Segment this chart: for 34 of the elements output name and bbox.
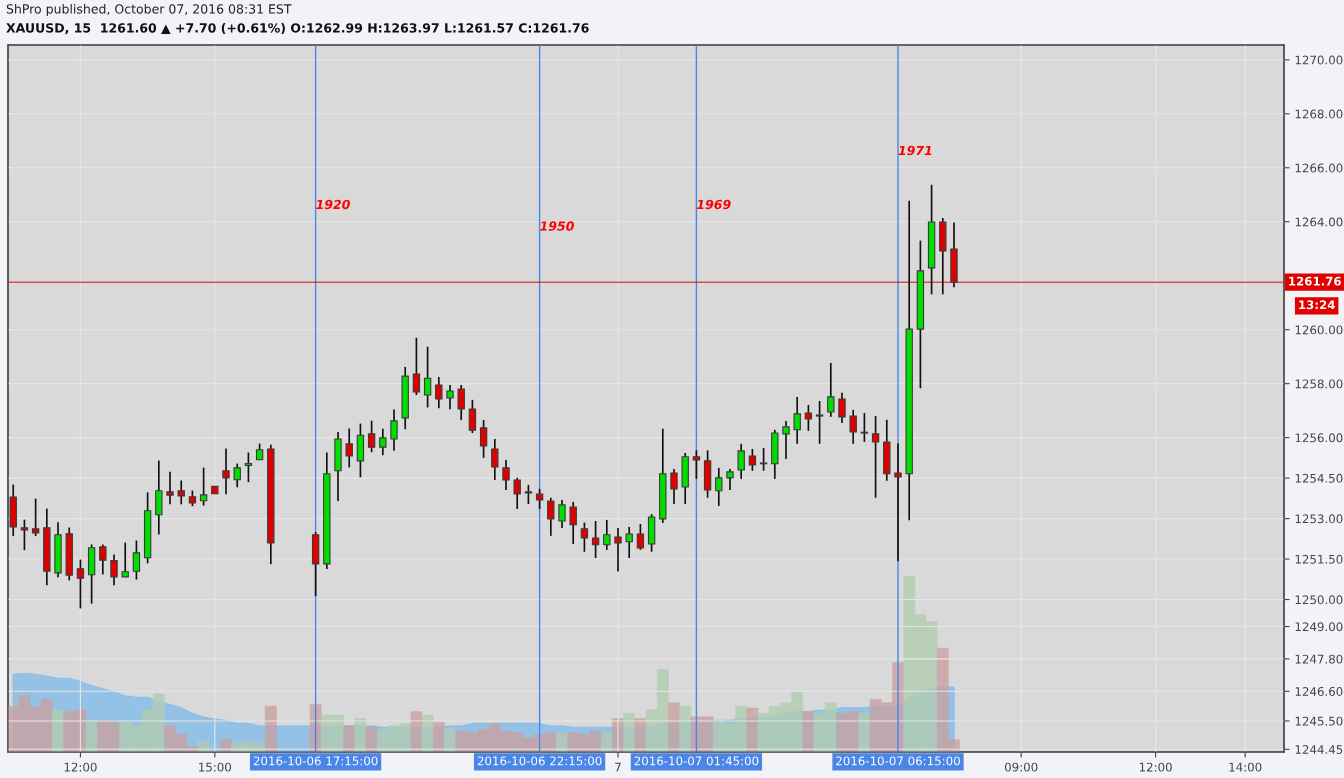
y-tick-label: 1266.00 [1295,163,1343,173]
x-tick-label: 12:00 [64,762,97,772]
text: 13:24 [1299,300,1335,310]
y-tick-label: 1251.50 [1295,554,1343,564]
x-tick-label: 7 [615,762,621,772]
x-tick-label: 12:00 [1139,762,1172,772]
y-tick-label: 1250.00 [1295,595,1343,605]
y-tick-label: 1245.50 [1295,716,1343,726]
y-tick-label: 1244.45 [1295,745,1343,754]
x-tick-label: 09:00 [1004,762,1038,772]
x-tick-label: 15:00 [199,762,232,772]
y-tick-label: 1254.50 [1295,473,1343,483]
ref-line-label: 2016-10-07 01:45:00 [634,756,759,766]
y-tick-label: 1268.00 [1295,109,1343,119]
annotation: 1971 [898,145,932,156]
y-tick-label: 1260.00 [1295,325,1343,335]
ref-line-label: 2016-10-06 22:15:00 [477,756,602,766]
ref-line-label: 2016-10-06 17:15:00 [253,756,378,766]
annotation: 1950 [540,221,574,231]
y-tick-label: 1246.60 [1295,687,1343,696]
chart-title: ShPro published, October 07, 2016 08:31 EST [6,3,292,17]
ref-line-label: 2016-10-07 06:15:00 [836,756,960,766]
annotation: 1920 [316,199,350,210]
y-tick-label: 1249.00 [1295,622,1343,632]
y-tick-label: 1247.80 [1295,654,1343,664]
y-tick-label: 1264.00 [1295,217,1343,227]
annotation: 1969 [696,199,731,210]
ref-line-label: 1261.76 [1289,276,1341,286]
x-tick-label: 14:00 [1229,762,1262,772]
y-tick-label: 1256.00 [1295,433,1343,443]
y-tick-label: 1270.00 [1295,55,1343,65]
y-tick-label: 1258.00 [1295,379,1343,389]
y-tick-label: 1253.00 [1295,514,1343,524]
chart-subtitle: XAUUSD, 15 1261.60 ▲ +7.70 (+0.61%) O:1262.99 H:1263.97 L:1261.57 C:1261.76 [6,22,589,35]
